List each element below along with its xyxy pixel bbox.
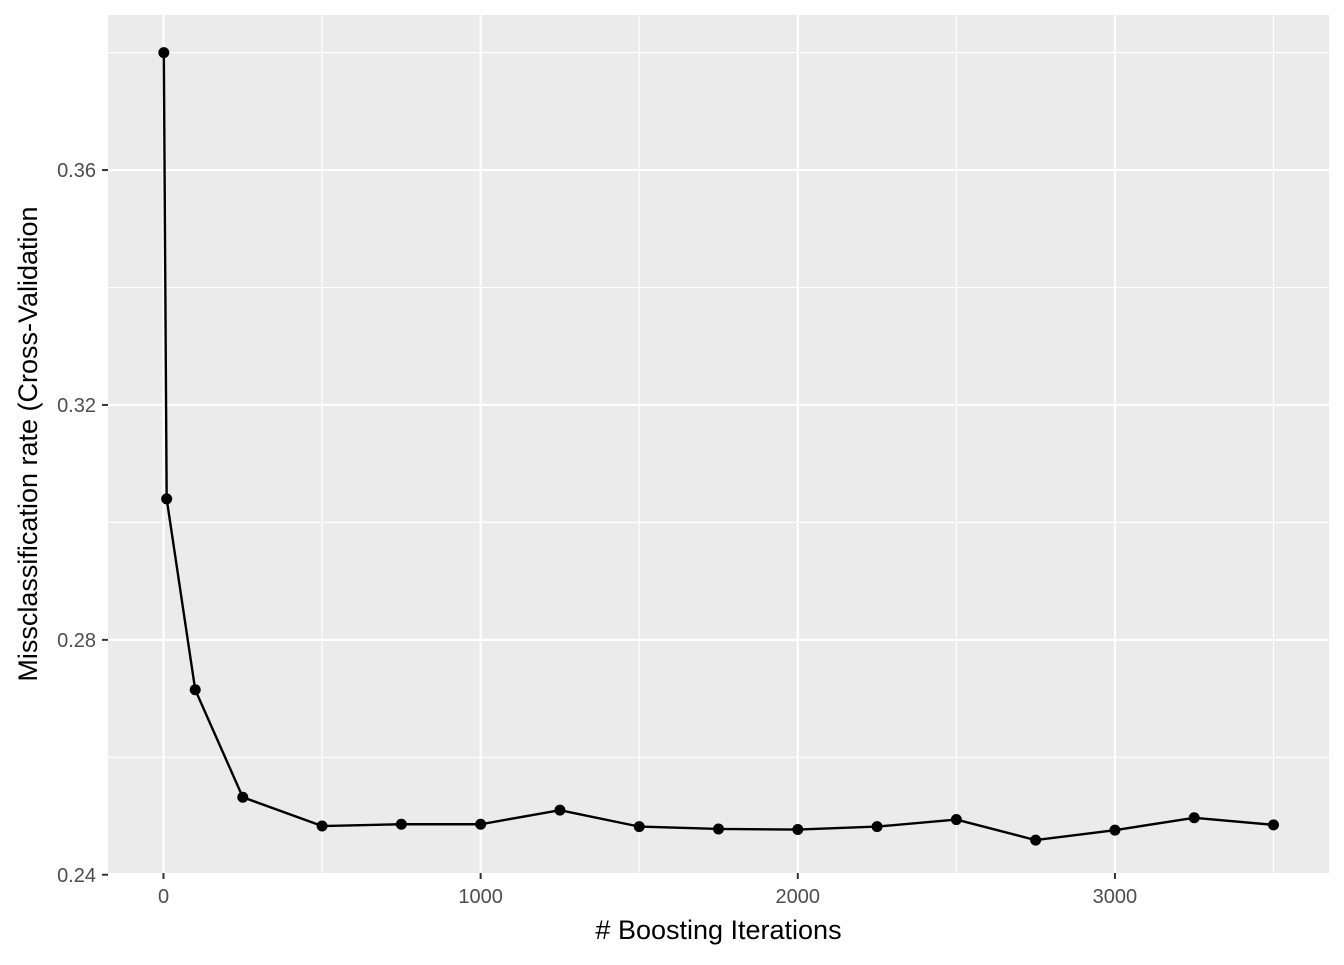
y-axis-title: Missclassification rate (Cross-Validatio… bbox=[13, 206, 43, 681]
y-tick-label: 0.32 bbox=[57, 395, 96, 417]
data-point bbox=[1109, 824, 1121, 836]
y-tick-label: 0.28 bbox=[57, 630, 96, 652]
data-point bbox=[713, 823, 724, 835]
major-gridlines bbox=[108, 15, 1329, 876]
series-layer bbox=[158, 47, 1279, 846]
data-point bbox=[554, 804, 566, 816]
data-point bbox=[161, 493, 173, 505]
y-tick-label: 0.36 bbox=[57, 160, 96, 182]
data-point bbox=[316, 820, 328, 832]
minor-gridlines bbox=[108, 15, 1329, 873]
data-point bbox=[792, 824, 804, 836]
y-tick-label: 0.24 bbox=[57, 865, 96, 887]
x-tick-label: 0 bbox=[158, 886, 169, 908]
plot-panel bbox=[108, 15, 1329, 873]
data-point bbox=[475, 818, 487, 830]
x-axis-title: # Boosting Iterations bbox=[595, 915, 841, 945]
x-tick-label: 3000 bbox=[1093, 886, 1138, 908]
data-point bbox=[1030, 834, 1042, 846]
data-point bbox=[189, 684, 201, 696]
x-tick-label: 1000 bbox=[458, 886, 503, 908]
x-axis-tick-labels: 0 1000 2000 3000 bbox=[158, 886, 1137, 908]
x-tick-label: 2000 bbox=[776, 886, 821, 908]
data-point bbox=[871, 821, 883, 833]
data-point bbox=[1268, 819, 1279, 831]
data-point bbox=[237, 791, 249, 803]
axis-ticks bbox=[102, 169, 1116, 879]
data-point bbox=[633, 821, 645, 833]
data-point bbox=[395, 818, 407, 830]
y-axis-tick-labels: 0.24 0.28 0.32 0.36 bbox=[57, 160, 96, 887]
data-point bbox=[158, 47, 170, 59]
data-point bbox=[950, 814, 962, 826]
data-point bbox=[1188, 812, 1200, 824]
